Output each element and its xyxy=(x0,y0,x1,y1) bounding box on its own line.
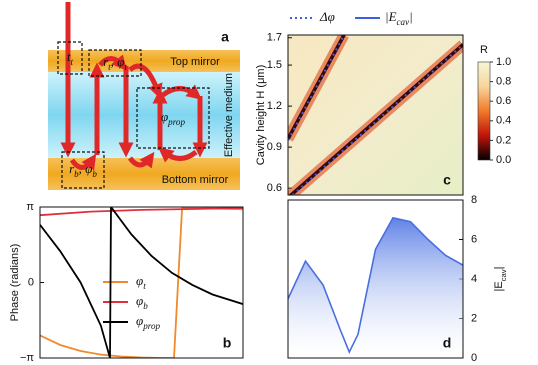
legend-label: |Ecav| xyxy=(385,9,413,27)
plot-frame xyxy=(39,206,244,359)
y-tick-label: π xyxy=(26,201,34,213)
plot-frame xyxy=(287,34,464,196)
medium xyxy=(48,72,240,158)
legend-label-part: | xyxy=(409,9,413,24)
legend-label-part: |E xyxy=(385,9,397,24)
series-line xyxy=(40,207,243,217)
box-label: rt, φt xyxy=(103,54,127,72)
legend-label-sub: b xyxy=(143,301,148,311)
dashed-boxes xyxy=(57,41,210,189)
y-tick-label: 4 xyxy=(471,273,477,285)
y-axis-label: Phase (radians) xyxy=(9,244,21,322)
legend-label: φt xyxy=(136,273,146,291)
colorbar-tick-label: 0.8 xyxy=(496,76,511,88)
colorbar-tick-label: 1.0 xyxy=(496,56,511,68)
box-label-part: r xyxy=(103,54,109,69)
panel-letter: d xyxy=(443,335,452,351)
area-fill xyxy=(288,217,463,358)
legend-label: Δφ xyxy=(319,9,335,24)
y-tick-label: −π xyxy=(20,352,34,364)
plot-frame xyxy=(287,199,464,359)
box-label: φprop xyxy=(161,109,185,127)
legend-label-part: φ xyxy=(136,293,143,308)
arrows xyxy=(60,2,208,171)
box-label-sub: t xyxy=(71,57,74,67)
box-label-part: , φ xyxy=(79,161,93,176)
top-mirror-label: Top mirror xyxy=(170,56,220,68)
box-label-part: φ xyxy=(161,109,168,124)
box-label: rb, φb xyxy=(69,161,97,179)
box-label-sub: b xyxy=(74,169,79,179)
medium-label: Effective medium xyxy=(223,73,235,157)
legend-label-sub: prop xyxy=(142,321,160,331)
y-axis-label: |Ecav| xyxy=(493,266,508,291)
box-label-sub: t xyxy=(124,62,127,72)
legend-label-part: φ xyxy=(136,273,143,288)
y-axis-label: Cavity height H (μm) xyxy=(255,65,267,165)
panel-letter: b xyxy=(223,335,232,351)
y-axis-label-sub: cav xyxy=(499,269,508,281)
y-tick-label: 1.7 xyxy=(267,32,282,44)
box-label-part: , φ xyxy=(111,54,125,69)
y-tick-label: 0 xyxy=(471,352,477,364)
colorbar-tick-label: 0.6 xyxy=(496,95,511,107)
panel-letter: a xyxy=(221,29,229,45)
box-label-part: t xyxy=(67,49,71,64)
bottom-mirror-label: Bottom mirror xyxy=(162,174,229,186)
y-tick-label: 8 xyxy=(471,194,477,206)
phase-line xyxy=(288,35,463,195)
y-tick-label: 6 xyxy=(471,233,477,245)
colorbar-tick-label: 0.4 xyxy=(496,115,511,127)
y-tick-label: 1.5 xyxy=(267,59,282,71)
area-line xyxy=(288,216,463,355)
colorbar-label: R xyxy=(480,44,488,56)
y-tick-label: 0.6 xyxy=(267,182,282,194)
y-tick-label: 2 xyxy=(471,312,477,324)
box-label-sub: t xyxy=(108,62,111,72)
colorbar-tick-label: 0.2 xyxy=(496,134,511,146)
y-tick-label: 1.2 xyxy=(267,100,282,112)
legend-label: φb xyxy=(136,293,148,311)
y-axis-label-part: | xyxy=(493,266,505,269)
y-axis-label-part: |E xyxy=(493,281,505,291)
box-label-part: r xyxy=(69,161,75,176)
legend-label-sub: cav xyxy=(397,17,411,27)
legend-label-part: φ xyxy=(136,313,143,328)
legend-label-sub: t xyxy=(143,281,146,291)
series-line xyxy=(40,207,243,358)
box-label-sub: b xyxy=(92,169,97,179)
y-tick-label: 0.9 xyxy=(267,141,282,153)
legend-label: φprop xyxy=(136,313,160,331)
panel-letter: c xyxy=(443,172,451,188)
box-label-sub: prop xyxy=(167,117,185,127)
y-tick-label: 0 xyxy=(28,276,34,288)
box-label: tt xyxy=(67,49,74,67)
colorbar-tick-label: 0.0 xyxy=(496,154,511,166)
panel-a: Top mirror Bottom mirror Effective mediu… xyxy=(48,2,240,190)
colorbar xyxy=(477,61,491,161)
